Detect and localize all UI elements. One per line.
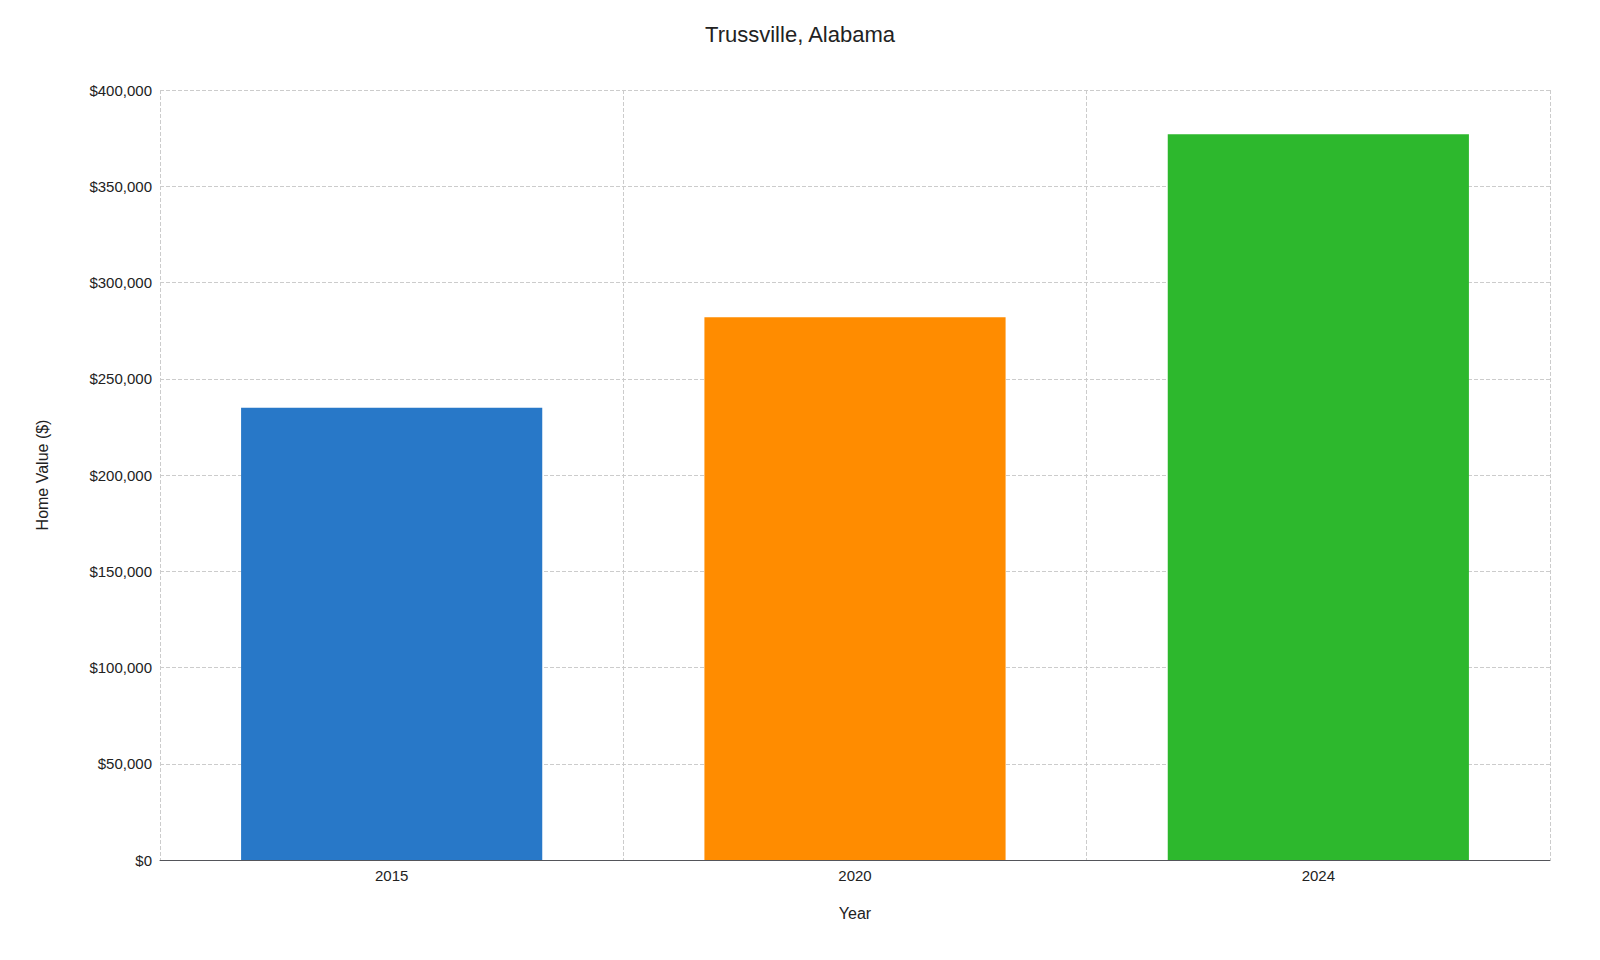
svg-text:2015: 2015 (375, 867, 408, 884)
svg-text:Home Value ($): Home Value ($) (34, 420, 51, 531)
svg-text:2024: 2024 (1302, 867, 1335, 884)
svg-text:$300,000: $300,000 (89, 274, 152, 291)
svg-text:$350,000: $350,000 (89, 178, 152, 195)
svg-text:$100,000: $100,000 (89, 659, 152, 676)
svg-text:Year: Year (839, 905, 872, 922)
svg-text:$50,000: $50,000 (98, 755, 152, 772)
svg-text:$400,000: $400,000 (89, 82, 152, 99)
svg-text:$200,000: $200,000 (89, 467, 152, 484)
svg-text:2020: 2020 (838, 867, 871, 884)
svg-text:$250,000: $250,000 (89, 370, 152, 387)
svg-text:Trussville, Alabama: Trussville, Alabama (705, 22, 896, 47)
svg-text:$150,000: $150,000 (89, 563, 152, 580)
svg-text:$0: $0 (135, 852, 152, 869)
